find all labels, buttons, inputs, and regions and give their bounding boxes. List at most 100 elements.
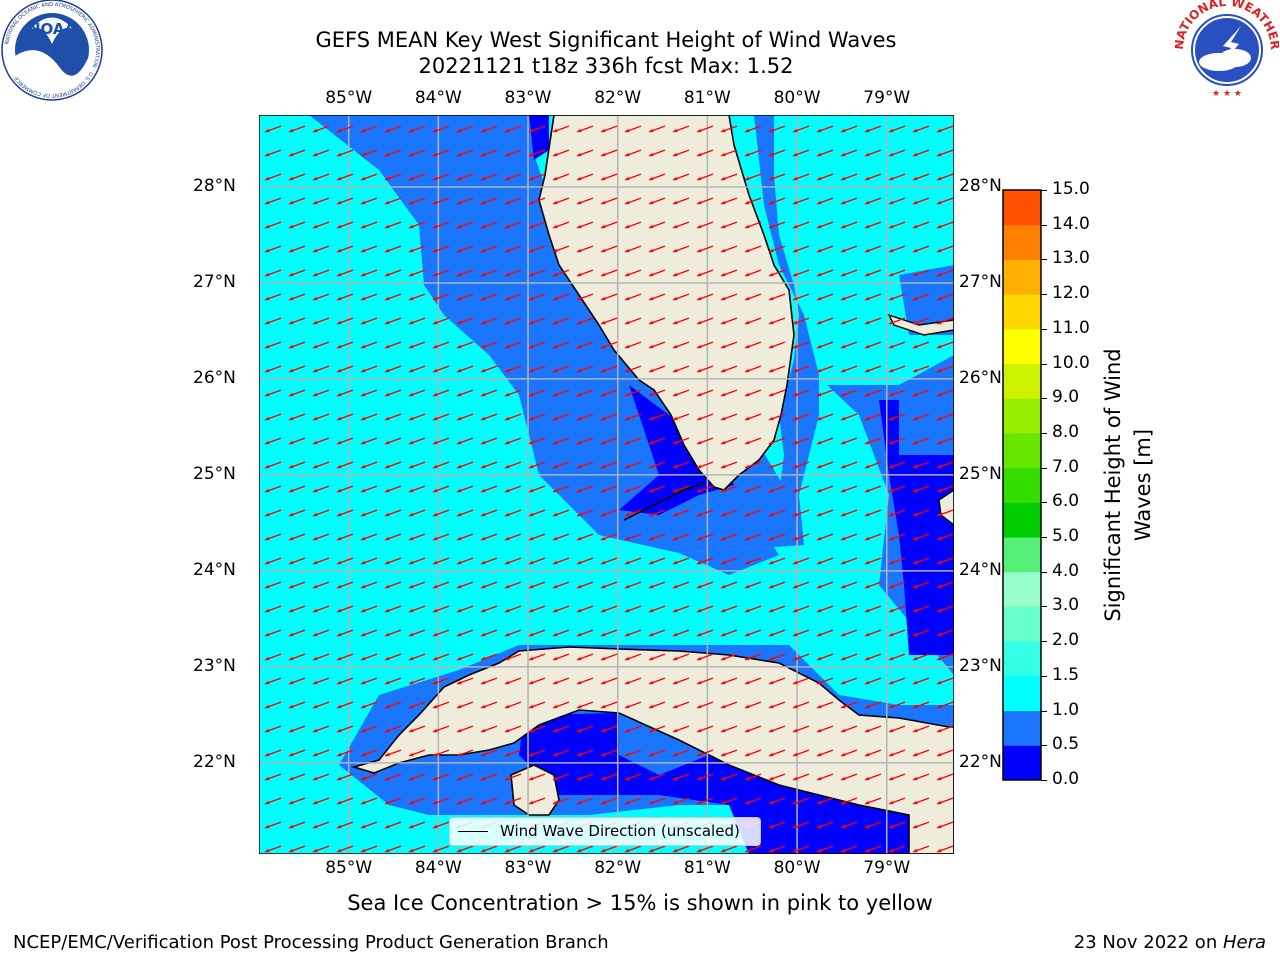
wind-arrow (912, 341, 930, 349)
wind-arrow (600, 461, 618, 469)
wind-arrow (288, 485, 306, 493)
wind-arrow (528, 197, 546, 205)
wind-arrow (264, 653, 282, 661)
lat-tick-label-right: 26°N (959, 367, 1002, 388)
wind-arrow (888, 845, 906, 853)
wind-arrow (720, 149, 738, 157)
wind-arrow (696, 245, 714, 253)
wind-arrow (600, 173, 618, 181)
wind-arrow (456, 845, 474, 853)
wind-arrow (552, 677, 570, 685)
wind-arrow (384, 653, 402, 661)
wind-arrow (768, 341, 786, 349)
lat-tick-label-left: 25°N (193, 463, 236, 484)
wind-arrow (816, 533, 834, 541)
sea-ice-note: Sea Ice Concentration > 15% is shown in … (347, 891, 933, 915)
wind-arrow (624, 173, 642, 181)
wind-arrow (360, 821, 378, 829)
wind-arrow (384, 125, 402, 133)
colorbar-tick-mark (1041, 224, 1047, 226)
wind-arrow (264, 581, 282, 589)
wind-arrow (480, 605, 498, 613)
wind-arrow (504, 845, 522, 853)
wind-arrow (336, 725, 354, 733)
wind-arrow (552, 773, 570, 781)
wind-arrow (888, 245, 906, 253)
wind-arrow (264, 701, 282, 709)
wind-arrow (864, 149, 882, 157)
wind-arrow (768, 797, 786, 805)
wind-arrow (576, 581, 594, 589)
wind-arrow (864, 845, 882, 853)
wind-arrow (528, 629, 546, 637)
wind-arrow (720, 341, 738, 349)
wind-arrow (552, 317, 570, 325)
wind-arrow (408, 773, 426, 781)
wind-arrow (480, 797, 498, 805)
wind-arrow (480, 461, 498, 469)
wind-arrow (672, 749, 690, 757)
lon-tick-label-bottom: 80°W (773, 858, 821, 878)
colorbar-tick-label: 0.5 (1052, 734, 1080, 755)
wind-arrow (336, 365, 354, 373)
wind-arrow (480, 197, 498, 205)
wind-arrow (888, 221, 906, 229)
wind-arrow (864, 509, 882, 517)
wind-arrow (384, 317, 402, 325)
wind-arrow (720, 653, 738, 661)
wind-arrow (912, 389, 930, 397)
wind-arrow (528, 797, 546, 805)
lon-tick-label-top: 85°W (325, 88, 373, 108)
wind-arrow (864, 797, 882, 805)
wind-arrow (672, 485, 690, 493)
lon-tick-label-bottom: 83°W (504, 858, 552, 878)
wind-arrow (312, 125, 330, 133)
wind-arrow (480, 389, 498, 397)
wind-arrow (360, 653, 378, 661)
wind-arrow (936, 821, 954, 829)
colorbar-tick-label: 8.0 (1052, 421, 1080, 442)
wind-arrow (648, 173, 666, 181)
wind-arrow (504, 437, 522, 445)
wind-arrow (744, 125, 762, 133)
wind-arrow (312, 821, 330, 829)
colorbar-tick-label: 7.0 (1052, 456, 1080, 477)
wind-arrow (648, 149, 666, 157)
wind-arrow (264, 149, 282, 157)
wind-arrow (624, 389, 642, 397)
wind-arrow (624, 485, 642, 493)
wind-arrow (264, 749, 282, 757)
wind-arrow (576, 749, 594, 757)
wind-arrow (288, 317, 306, 325)
wind-arrow (408, 845, 426, 853)
colorbar-segment (1003, 259, 1041, 295)
wind-arrow (504, 173, 522, 181)
wind-arrow (504, 365, 522, 373)
wind-arrow (528, 653, 546, 661)
wind-arrow (840, 149, 858, 157)
wind-arrow (384, 845, 402, 853)
wind-arrow (648, 773, 666, 781)
wind-arrow (936, 581, 954, 589)
wind-arrow (528, 437, 546, 445)
wind-arrow (264, 173, 282, 181)
wind-arrow (672, 533, 690, 541)
wind-arrow (864, 629, 882, 637)
wind-arrow (816, 317, 834, 325)
wind-arrow (792, 245, 810, 253)
wind-arrow (624, 125, 642, 133)
wind-arrow (888, 293, 906, 301)
wind-arrow (384, 413, 402, 421)
wind-arrow (432, 485, 450, 493)
wind-arrow (432, 509, 450, 517)
wind-arrow (288, 461, 306, 469)
wind-arrow (408, 293, 426, 301)
wind-arrow (720, 461, 738, 469)
wind-arrow (456, 293, 474, 301)
wind-arrow (792, 749, 810, 757)
wind-arrow (936, 173, 954, 181)
wind-arrow (480, 653, 498, 661)
wind-arrow (696, 485, 714, 493)
wind-arrow (840, 221, 858, 229)
wind-arrow (888, 509, 906, 517)
